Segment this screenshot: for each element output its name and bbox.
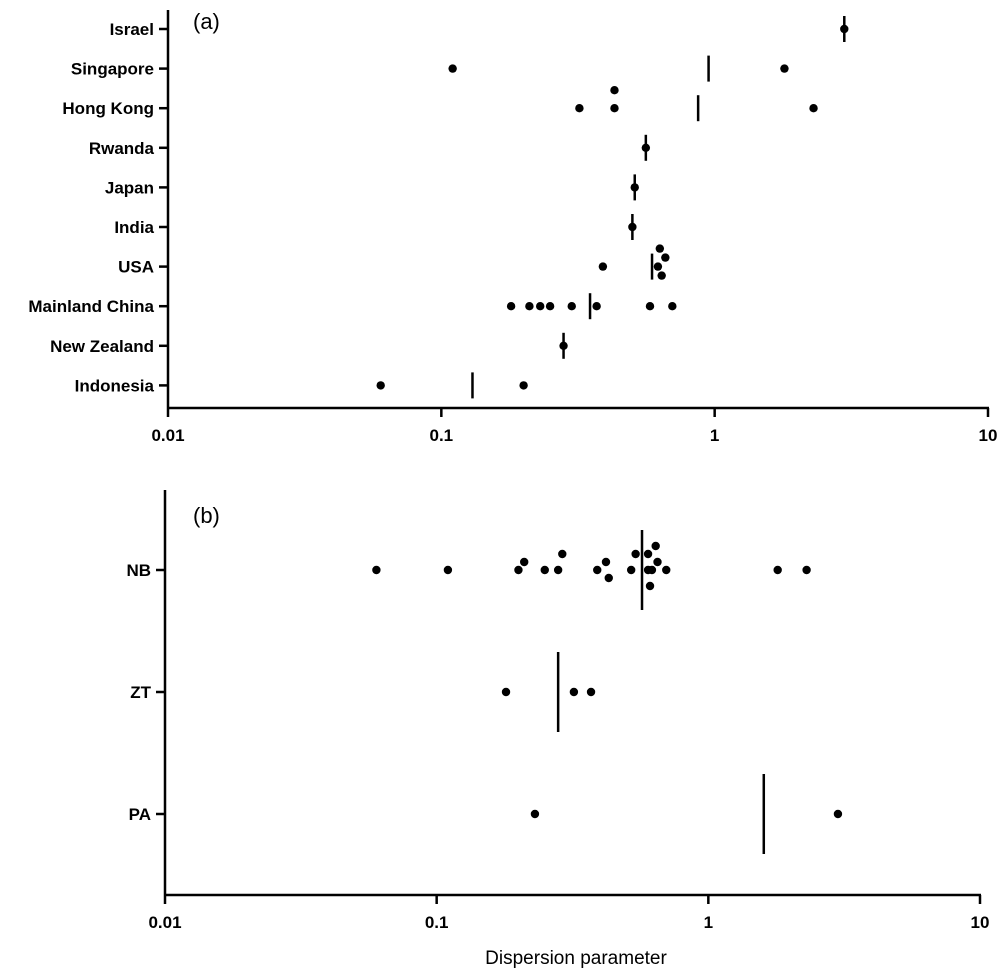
category-label-singapore: Singapore <box>71 60 154 79</box>
panel-b-label: (b) <box>193 503 220 528</box>
x-tick-label-10: 10 <box>971 913 990 932</box>
point-zt <box>501 687 511 697</box>
panel-a-points <box>376 24 849 390</box>
point-hong-kong <box>610 104 619 113</box>
point-pa <box>833 809 843 819</box>
category-label-japan: Japan <box>105 178 154 197</box>
category-label-india: India <box>114 218 154 237</box>
x-tick-label-0-01: 0.01 <box>151 426 184 445</box>
x-tick-label-0-1: 0.1 <box>430 426 454 445</box>
point-israel <box>840 24 849 34</box>
x-tick-label-1: 1 <box>710 426 719 445</box>
point-usa <box>661 253 670 262</box>
panel-a-label: (a) <box>193 9 220 34</box>
panel-b-category-labels: NB ZT PA <box>126 561 165 824</box>
panel-a-category-labels: Israel Singapore Hong Kong Rwanda Japan India… <box>28 20 168 395</box>
point-nb <box>553 565 563 575</box>
point-nb <box>520 557 529 567</box>
point-singapore <box>448 64 457 73</box>
point-mainland-china <box>506 302 516 311</box>
point-usa <box>657 271 666 280</box>
point-india <box>628 222 637 232</box>
point-hong-kong <box>610 86 619 95</box>
point-nb <box>626 565 636 575</box>
point-zt <box>586 687 596 697</box>
x-tick-label-1: 1 <box>704 913 713 932</box>
panel-b-points <box>372 541 843 819</box>
panel-b-ticks: 0.01 0.1 1 10 <box>148 895 989 932</box>
category-label-usa: USA <box>118 258 154 277</box>
point-mainland-china <box>567 302 576 311</box>
point-new-zealand <box>559 341 568 350</box>
point-nb <box>558 549 567 559</box>
category-label-hong-kong: Hong Kong <box>62 99 154 118</box>
point-usa <box>655 244 665 253</box>
category-label-new-zealand: New Zealand <box>50 337 154 356</box>
x-tick-label-10: 10 <box>979 426 998 445</box>
point-nb <box>372 565 381 575</box>
point-singapore <box>780 64 789 73</box>
point-nb <box>631 549 640 559</box>
point-nb <box>802 565 811 575</box>
panel-a-ticks: 0.01 0.1 1 10 <box>151 408 997 445</box>
category-label-zt: ZT <box>130 683 151 702</box>
panel-b-mean-lines <box>556 530 766 854</box>
point-nb <box>773 565 782 575</box>
point-mainland-china <box>545 302 555 311</box>
point-nb <box>651 541 660 551</box>
category-label-nb: NB <box>126 561 151 580</box>
point-nb <box>645 581 655 591</box>
point-indonesia <box>519 381 528 390</box>
category-label-indonesia: Indonesia <box>75 376 155 395</box>
point-nb <box>540 565 549 575</box>
point-hong-kong <box>809 104 818 113</box>
point-nb <box>643 549 653 559</box>
point-nb <box>662 565 671 575</box>
category-label-israel: Israel <box>110 20 154 39</box>
point-nb <box>604 573 613 583</box>
point-mainland-china <box>525 302 534 311</box>
point-nb <box>593 565 602 575</box>
point-usa <box>653 262 663 271</box>
point-indonesia <box>376 381 385 390</box>
x-axis-title: Dispersion parameter <box>485 948 667 969</box>
point-zt <box>569 687 579 697</box>
point-nb <box>601 557 611 567</box>
point-usa <box>598 262 608 271</box>
point-mainland-china <box>668 302 677 311</box>
point-rwanda <box>641 143 651 152</box>
panel-a: (a) 0.01 0.1 1 10 Israel Singapore Hong Kong R… <box>28 9 997 445</box>
category-label-mainland-china: Mainland China <box>28 297 154 316</box>
point-pa <box>530 809 540 819</box>
point-japan <box>630 183 639 192</box>
panel-b: (b) 0.01 0.1 1 10 NB ZT PA Dispersion paramet… <box>126 490 989 969</box>
category-label-pa: PA <box>129 805 151 824</box>
point-hong-kong <box>575 104 584 113</box>
point-mainland-china <box>592 302 601 311</box>
point-nb <box>514 565 523 575</box>
x-tick-label-0-1: 0.1 <box>425 913 449 932</box>
point-nb <box>647 565 657 575</box>
point-nb <box>443 565 453 575</box>
panel-a-mean-lines <box>471 16 846 399</box>
x-tick-label-0-01: 0.01 <box>148 913 181 932</box>
point-nb <box>653 557 662 567</box>
point-mainland-china <box>645 302 655 311</box>
category-label-rwanda: Rwanda <box>89 139 155 158</box>
point-mainland-china <box>536 302 545 311</box>
